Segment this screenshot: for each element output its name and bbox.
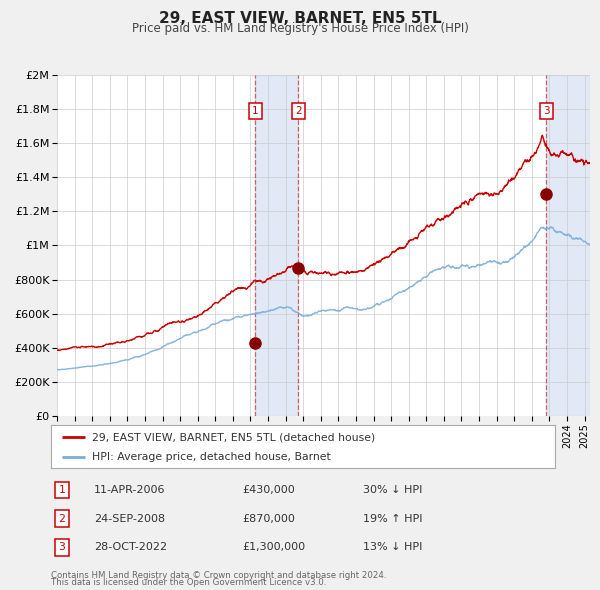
Text: 30% ↓ HPI: 30% ↓ HPI: [364, 485, 423, 495]
Text: Contains HM Land Registry data © Crown copyright and database right 2024.: Contains HM Land Registry data © Crown c…: [51, 571, 386, 579]
Text: 19% ↑ HPI: 19% ↑ HPI: [364, 514, 423, 524]
Text: Price paid vs. HM Land Registry's House Price Index (HPI): Price paid vs. HM Land Registry's House …: [131, 22, 469, 35]
Text: 13% ↓ HPI: 13% ↓ HPI: [364, 542, 423, 552]
Text: HPI: Average price, detached house, Barnet: HPI: Average price, detached house, Barn…: [92, 453, 331, 462]
Text: 2: 2: [59, 514, 65, 524]
Text: £870,000: £870,000: [242, 514, 295, 524]
Text: 1: 1: [252, 106, 259, 116]
Text: 1: 1: [59, 485, 65, 495]
Text: 24-SEP-2008: 24-SEP-2008: [94, 514, 165, 524]
Bar: [547, 75, 590, 416]
Text: This data is licensed under the Open Government Licence v3.0.: This data is licensed under the Open Gov…: [51, 578, 326, 587]
Text: 3: 3: [543, 106, 550, 116]
Bar: [256, 75, 298, 416]
Text: 11-APR-2006: 11-APR-2006: [94, 485, 166, 495]
Text: 28-OCT-2022: 28-OCT-2022: [94, 542, 167, 552]
Text: 29, EAST VIEW, BARNET, EN5 5TL: 29, EAST VIEW, BARNET, EN5 5TL: [158, 11, 442, 25]
Text: 2: 2: [295, 106, 302, 116]
Text: 29, EAST VIEW, BARNET, EN5 5TL (detached house): 29, EAST VIEW, BARNET, EN5 5TL (detached…: [92, 432, 376, 442]
Text: 3: 3: [59, 542, 65, 552]
Text: £1,300,000: £1,300,000: [242, 542, 305, 552]
Text: £430,000: £430,000: [242, 485, 295, 495]
